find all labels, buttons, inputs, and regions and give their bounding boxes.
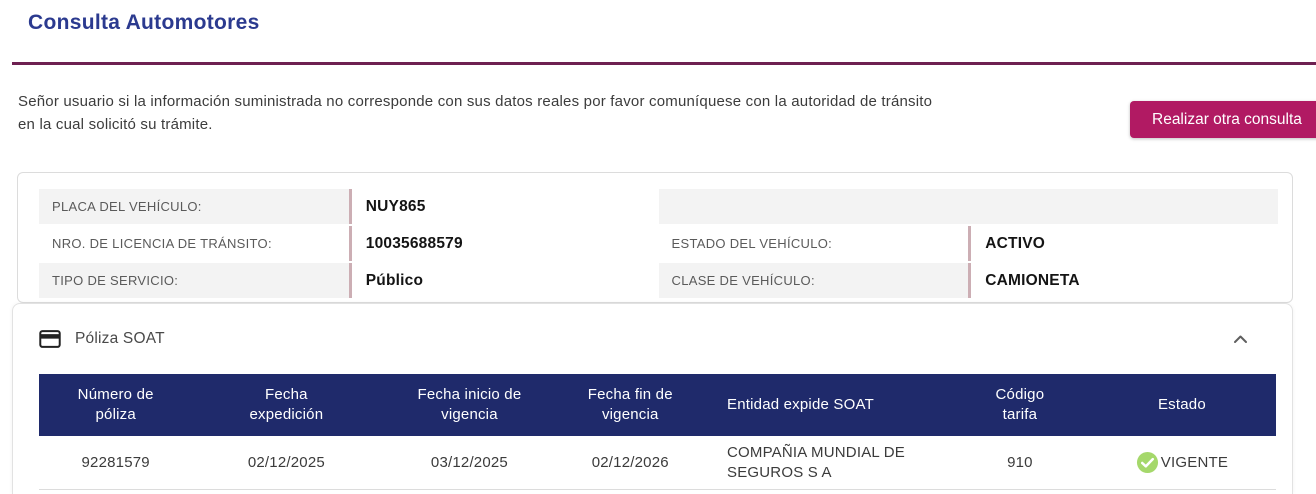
column-header-estado: Estado: [1157, 395, 1206, 413]
estado-label: VIGENTE: [1160, 453, 1229, 471]
entidad-expide-soat-value: COMPAÑIA MUNDIAL DE SEGUROS S A: [727, 444, 905, 481]
chevron-up-icon: [1234, 335, 1247, 343]
column-header-fecha-expedicion: Fecha expedición: [249, 385, 324, 423]
column-header-fecha-inicio-vigencia: Fecha inicio de vigencia: [417, 385, 522, 423]
collapse-section-button[interactable]: [1229, 330, 1252, 348]
table-row: PLACA DEL VEHÍCULO: NUY865: [39, 189, 1278, 224]
clase-vehiculo-value: CAMIONETA: [968, 263, 1278, 298]
estado-vehiculo-label: ESTADO DEL VEHÍCULO:: [671, 236, 833, 251]
poliza-soat-section-header: Póliza SOAT: [13, 304, 1292, 352]
estado-status-badge: VIGENTE: [1088, 451, 1276, 474]
table-row: TIPO DE SERVICIO: Público CLASE DE VEHÍC…: [39, 263, 1278, 298]
tipo-servicio-label: TIPO DE SERVICIO:: [39, 263, 349, 298]
column-header-codigo-tarifa: Código tarifa: [995, 385, 1045, 423]
numero-poliza-value: 92281579: [81, 453, 150, 471]
table-row: 92281579 02/12/2025 03/12/2025 02/12/202…: [39, 436, 1276, 490]
column-header-fecha-fin-vigencia: Fecha fin de vigencia: [587, 385, 673, 423]
title-divider-rule: [12, 62, 1316, 65]
placa-label: PLACA DEL VEHÍCULO:: [39, 189, 349, 224]
soat-table: Número de póliza Fecha expedición Fecha …: [39, 374, 1276, 490]
column-header-numero-poliza: Número de póliza: [77, 385, 154, 423]
check-circle-icon: [1136, 451, 1158, 474]
empty-cell: [658, 189, 1278, 224]
clase-vehiculo-label: CLASE DE VEHÍCULO:: [658, 263, 969, 298]
page-title: Consulta Automotores: [28, 11, 260, 34]
fecha-inicio-vigencia-value: 03/12/2025: [430, 453, 508, 471]
column-header-entidad-expide-soat: Entidad expide SOAT: [727, 395, 874, 413]
fecha-expedicion-value: 02/12/2025: [247, 453, 325, 471]
table-row: NRO. DE LICENCIA DE TRÁNSITO: 1003568857…: [39, 226, 1278, 261]
user-notice-text: Señor usuario si la información suminist…: [18, 93, 933, 134]
estado-vehiculo-value: ACTIVO: [968, 226, 1278, 261]
card-icon: [39, 330, 61, 348]
poliza-soat-title: Póliza SOAT: [75, 330, 165, 347]
licencia-value: 10035688579: [348, 226, 659, 261]
poliza-soat-panel: Póliza SOAT Número de póliza Fecha exped…: [12, 303, 1293, 494]
fecha-fin-vigencia-value: 02/12/2026: [591, 453, 669, 471]
codigo-tarifa-value: 910: [1007, 453, 1033, 471]
placa-value: NUY865: [348, 189, 659, 224]
vehicle-info-panel: PLACA DEL VEHÍCULO: NUY865 NRO. DE LICEN…: [17, 172, 1293, 303]
soat-table-header: Número de póliza Fecha expedición Fecha …: [39, 374, 1276, 436]
realizar-otra-consulta-button[interactable]: Realizar otra consulta: [1130, 101, 1316, 138]
tipo-servicio-value: Público: [348, 263, 659, 298]
licencia-label: NRO. DE LICENCIA DE TRÁNSITO:: [52, 236, 272, 251]
